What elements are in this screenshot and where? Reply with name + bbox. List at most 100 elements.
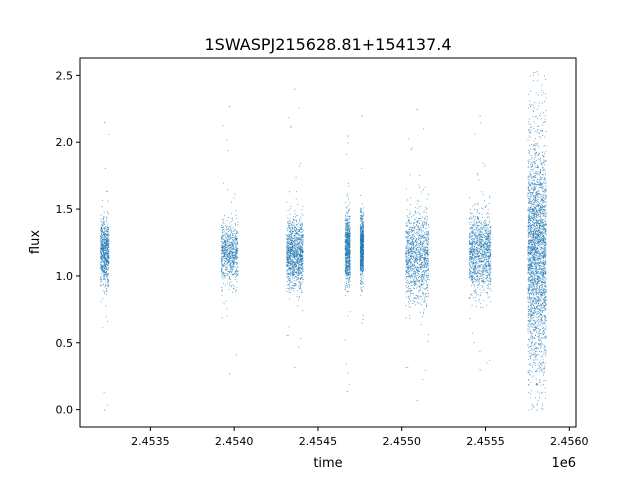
data-point [425, 239, 426, 241]
data-point [290, 264, 292, 266]
data-point [292, 272, 294, 274]
data-point [349, 249, 351, 251]
data-point [107, 251, 109, 253]
data-point [348, 185, 350, 187]
data-point [407, 272, 409, 274]
data-point [410, 238, 412, 240]
data-point [407, 225, 408, 227]
data-point [105, 261, 107, 263]
data-point [234, 235, 236, 236]
data-point [408, 138, 410, 140]
data-point [348, 234, 350, 236]
data-point [289, 208, 291, 210]
data-point [297, 236, 299, 238]
data-point [296, 283, 298, 285]
data-point [232, 269, 234, 270]
data-point [422, 216, 423, 218]
data-point [347, 267, 348, 269]
data-point [298, 267, 300, 269]
data-point [413, 260, 415, 262]
data-point [428, 243, 430, 244]
data-point [422, 224, 424, 226]
data-point [301, 273, 303, 275]
data-point [233, 249, 235, 250]
data-point [422, 277, 424, 279]
data-point [360, 272, 362, 274]
data-point [104, 242, 106, 244]
data-point [289, 279, 291, 281]
data-point [100, 259, 102, 261]
data-point [226, 256, 228, 258]
data-point [224, 247, 226, 249]
data-point [236, 256, 238, 258]
data-point [103, 219, 105, 221]
data-point [294, 272, 296, 274]
data-point [420, 285, 422, 287]
data-point [101, 241, 103, 243]
data-point [347, 235, 348, 237]
data-point [347, 244, 349, 245]
data-point [428, 230, 430, 232]
data-point [345, 267, 347, 269]
data-point [421, 246, 423, 247]
data-point [361, 232, 362, 234]
data-point [286, 335, 288, 337]
data-point [420, 258, 422, 259]
data-point [426, 262, 428, 264]
data-point [412, 299, 414, 301]
data-point [406, 262, 407, 264]
data-point [416, 222, 418, 224]
data-point [108, 258, 110, 259]
data-point [288, 234, 289, 236]
data-point [234, 255, 236, 257]
data-point [289, 227, 291, 229]
data-point [409, 281, 411, 283]
data-point [286, 273, 288, 275]
data-point [406, 287, 408, 288]
data-point [294, 229, 295, 231]
data-point [362, 233, 364, 234]
data-point [422, 246, 424, 248]
data-point [422, 378, 424, 380]
data-point [293, 238, 295, 239]
data-point [100, 241, 102, 243]
data-point [361, 257, 363, 259]
data-point [230, 262, 232, 264]
data-point [231, 243, 233, 245]
data-point [224, 224, 226, 226]
data-point [361, 221, 363, 223]
data-point [101, 229, 102, 231]
data-point [421, 231, 423, 233]
data-point [348, 271, 350, 273]
data-point [299, 251, 301, 253]
data-point [301, 224, 303, 226]
data-point [293, 262, 295, 264]
data-point [102, 239, 104, 241]
data-point [412, 303, 414, 304]
data-point [345, 257, 347, 258]
data-point [405, 253, 407, 255]
data-point [302, 247, 304, 249]
data-point [288, 289, 290, 291]
data-point [289, 262, 291, 264]
data-point [299, 239, 301, 240]
data-point [101, 265, 102, 267]
data-point [348, 235, 350, 237]
data-point [100, 262, 102, 264]
data-point [299, 242, 301, 243]
data-point [234, 249, 236, 251]
data-point [224, 240, 226, 242]
data-point [103, 243, 105, 244]
data-point [423, 294, 425, 296]
data-point [345, 239, 347, 241]
data-point [103, 215, 105, 217]
data-point [287, 238, 289, 240]
data-point [347, 286, 349, 288]
data-point [222, 238, 224, 240]
data-point [299, 218, 301, 220]
data-point [293, 270, 295, 272]
data-point [409, 277, 411, 279]
data-point [221, 256, 223, 258]
data-point [288, 261, 289, 263]
data-point [288, 251, 290, 252]
